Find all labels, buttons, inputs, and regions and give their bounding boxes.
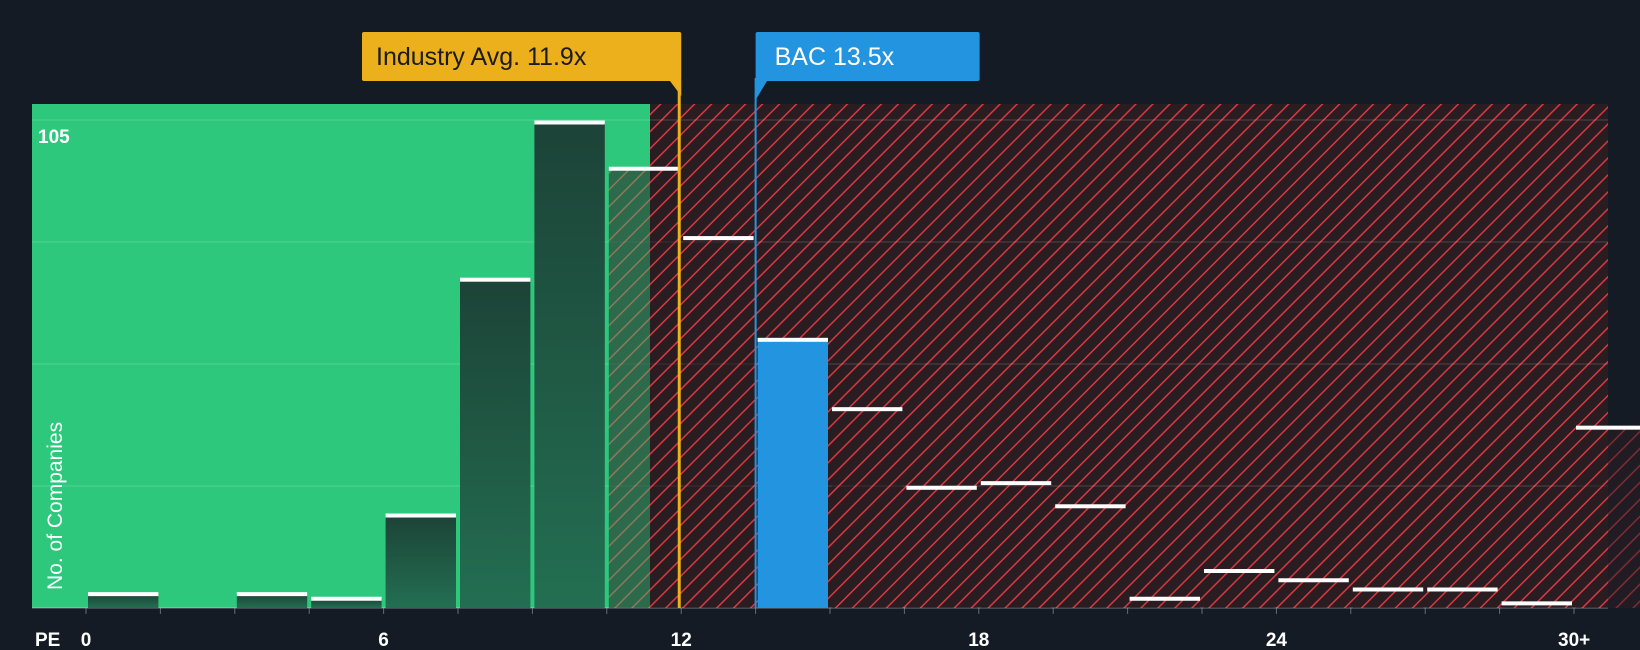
bar-cap — [608, 166, 680, 171]
bar — [608, 168, 680, 608]
bar-cap — [460, 277, 531, 282]
bar — [1204, 571, 1275, 608]
bar-cap — [683, 236, 754, 241]
reference-markers: Industry Avg. 11.9x BAC 13.5x — [362, 32, 980, 608]
bar — [1501, 603, 1572, 608]
bar-cap — [1204, 569, 1275, 574]
bar — [385, 515, 456, 608]
industry-avg-callout — [362, 32, 682, 81]
bar-cap — [1129, 596, 1200, 601]
y-axis-label: No. of Companies — [44, 422, 67, 590]
x-axis-label: PE — [35, 630, 60, 650]
x-tick-label: 6 — [378, 630, 389, 650]
bar — [757, 339, 828, 608]
bar — [1129, 598, 1200, 608]
axis-labels: PE 0 6 12 18 24 30+ 105 No. of Companies — [35, 127, 1590, 650]
bar-cap — [832, 407, 903, 412]
bar-cap — [1055, 504, 1126, 509]
bar — [1427, 589, 1498, 608]
x-tick-label: 24 — [1266, 630, 1288, 650]
company-pointer — [755, 80, 768, 100]
company-callout — [755, 32, 980, 81]
bar — [236, 594, 308, 608]
bar-cap — [1278, 578, 1349, 583]
bar — [980, 483, 1052, 608]
bar-cap — [1501, 601, 1572, 606]
x-tick-label: 18 — [968, 630, 989, 650]
bar — [1576, 427, 1640, 608]
bar-cap — [906, 485, 977, 490]
bar — [1055, 506, 1126, 608]
bar — [460, 279, 531, 608]
bar-cap — [385, 513, 456, 518]
x-tick-label: 30+ — [1558, 630, 1590, 650]
bar — [683, 238, 754, 608]
histogram-bars — [88, 120, 1640, 608]
bar-cap — [236, 592, 308, 597]
bar — [906, 487, 977, 608]
bar-cap — [1576, 425, 1640, 430]
bar — [311, 598, 382, 608]
bar-cap — [1352, 587, 1424, 592]
industry-avg-label: Industry Avg. 11.9x — [376, 43, 587, 71]
y-top-label: 105 — [38, 127, 70, 148]
bar — [1278, 580, 1349, 608]
bar — [832, 409, 903, 608]
industry-avg-pointer — [669, 80, 682, 96]
bar — [88, 594, 159, 608]
bar-cap — [980, 481, 1052, 486]
bar-cap — [534, 120, 605, 125]
bar-cap — [311, 596, 382, 601]
company-label: BAC 13.5x — [775, 43, 895, 71]
bar — [1352, 589, 1424, 608]
x-tick-label: 12 — [671, 630, 692, 650]
bar-cap — [88, 592, 159, 597]
bar — [534, 122, 605, 608]
bar-cap — [1427, 587, 1498, 592]
bar-cap — [757, 337, 828, 342]
x-tick-label: 0 — [81, 630, 92, 650]
